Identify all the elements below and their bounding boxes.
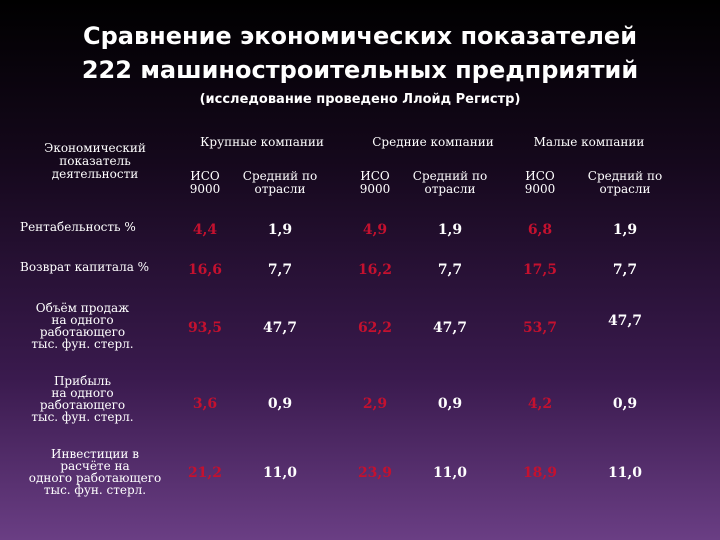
text-line: на одного xyxy=(51,313,114,327)
row-label: Объём продаж на одного работающего тыс. фун… xyxy=(20,302,145,350)
average-value-cell: 11,0 xyxy=(432,465,468,481)
iso-value-cell: 23,9 xyxy=(357,465,393,481)
text-line: отрасли xyxy=(424,182,476,196)
text-line: 9000 xyxy=(359,182,391,196)
iso-value-cell: 21,2 xyxy=(187,465,223,481)
text-line: ИСО xyxy=(190,169,220,183)
text-line: Прибыль xyxy=(53,374,112,388)
text-line: отрасли xyxy=(254,182,306,196)
average-value-cell: 0,9 xyxy=(612,396,638,412)
average-value-cell: 47,7 xyxy=(607,313,643,329)
page-title-line-1: Сравнение экономических показателей xyxy=(82,22,638,50)
company-group-header: Крупные компании xyxy=(200,135,324,149)
iso-value-cell: 62,2 xyxy=(357,320,393,336)
page-subtitle: (исследование проведено Ллойд Регистр) xyxy=(199,92,521,107)
iso-value-cell: 17,5 xyxy=(522,262,558,278)
text-line: Экономический xyxy=(44,141,146,155)
text-line: тыс. фун. стерл. xyxy=(43,483,147,497)
text-line: Рентабельность % xyxy=(20,220,136,234)
text-line: Объём продаж xyxy=(35,301,130,315)
row-label: Возврат капитала % xyxy=(20,261,170,273)
iso-value-cell: 4,9 xyxy=(362,222,388,238)
text-line: Возврат капитала % xyxy=(20,260,150,274)
text-line: Средний по xyxy=(242,169,318,183)
text-line: работающего xyxy=(39,398,126,412)
average-value-cell: 7,7 xyxy=(612,262,638,278)
iso-9000-subheader: ИСО 9000 xyxy=(335,170,415,196)
row-label: Рентабельность % xyxy=(20,221,170,233)
iso-value-cell: 4,2 xyxy=(527,396,553,412)
industry-average-subheader: Средний по отрасли xyxy=(585,170,665,196)
row-label: Инвестиции в расчёте на одного работающего… xyxy=(20,448,170,496)
text-line: тыс. фун. стерл. xyxy=(31,337,134,351)
iso-value-cell: 6,8 xyxy=(527,222,553,238)
iso-value-cell: 4,4 xyxy=(192,222,218,238)
text-line: 9000 xyxy=(524,182,556,196)
average-value-cell: 11,0 xyxy=(607,465,643,481)
iso-value-cell: 53,7 xyxy=(522,320,558,336)
iso-9000-subheader: ИСО 9000 xyxy=(165,170,245,196)
text-line: деятельности xyxy=(51,167,139,181)
average-value-cell: 1,9 xyxy=(437,222,463,238)
company-group-header: Малые компании xyxy=(533,135,645,149)
average-value-cell: 11,0 xyxy=(262,465,298,481)
text-line: одного работающего xyxy=(28,471,162,485)
iso-value-cell: 3,6 xyxy=(192,396,218,412)
text-line: работающего xyxy=(39,325,126,339)
average-value-cell: 47,7 xyxy=(432,320,468,336)
average-value-cell: 1,9 xyxy=(612,222,638,238)
industry-average-subheader: Средний по отрасли xyxy=(410,170,490,196)
average-value-cell: 0,9 xyxy=(267,396,293,412)
company-group-header: Средние компании xyxy=(372,135,494,149)
page-title-line-2: 222 машиностроительных предприятий xyxy=(81,56,639,84)
average-value-cell: 7,7 xyxy=(267,262,293,278)
average-value-cell: 1,9 xyxy=(267,222,293,238)
text-line: Инвестиции в xyxy=(51,447,139,461)
iso-value-cell: 16,2 xyxy=(357,262,393,278)
text-line: ИСО xyxy=(360,169,390,183)
row-label: Прибыль на одного работающего тыс. фун. сте… xyxy=(20,375,145,423)
text-line: ИСО xyxy=(525,169,555,183)
average-value-cell: 7,7 xyxy=(437,262,463,278)
text-line: показатель xyxy=(59,154,131,168)
text-line: расчёте на xyxy=(60,459,130,473)
iso-value-cell: 18,9 xyxy=(522,465,558,481)
iso-value-cell: 93,5 xyxy=(187,320,223,336)
iso-value-cell: 16,6 xyxy=(187,262,223,278)
text-line: Средний по xyxy=(587,169,663,183)
iso-value-cell: 2,9 xyxy=(362,396,388,412)
average-value-cell: 47,7 xyxy=(262,320,298,336)
text-line: тыс. фун. стерл. xyxy=(31,410,134,424)
text-line: отрасли xyxy=(599,182,651,196)
text-line: Средний по xyxy=(412,169,488,183)
average-value-cell: 0,9 xyxy=(437,396,463,412)
indicator-column-header: Экономический показатель деятельности xyxy=(20,142,170,181)
text-line: на одного xyxy=(51,386,114,400)
industry-average-subheader: Средний по отрасли xyxy=(240,170,320,196)
iso-9000-subheader: ИСО 9000 xyxy=(500,170,580,196)
text-line: 9000 xyxy=(189,182,221,196)
